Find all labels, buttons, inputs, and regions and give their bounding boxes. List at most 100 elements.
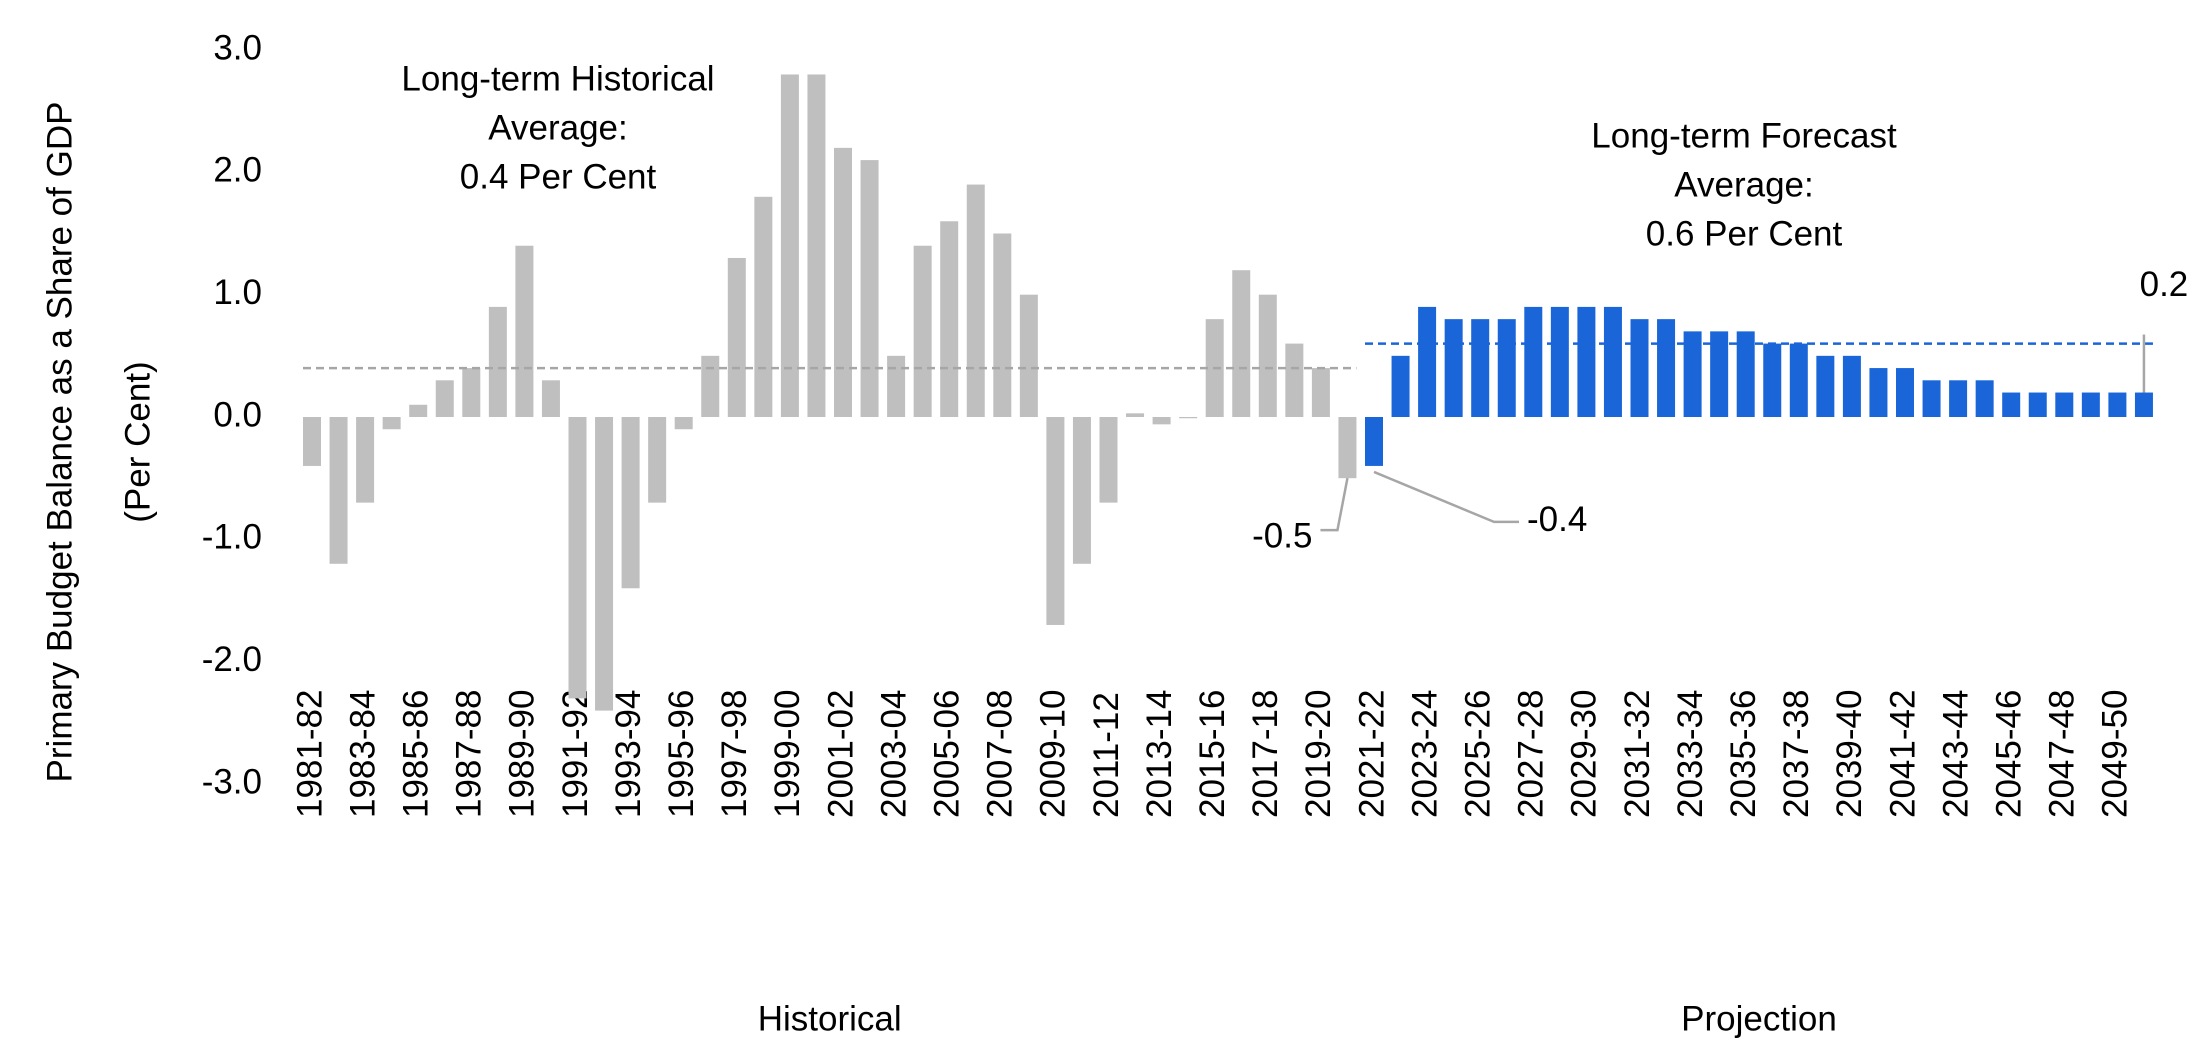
y-tick-label: 2.0 [213,151,262,190]
x-tick-label: 2005-06 [927,690,966,818]
y-tick-label: -1.0 [202,518,262,557]
group-label: Projection [1681,999,1837,1038]
x-tick-label: 1985-86 [396,690,435,818]
average-annotation: 0.6 Per Cent [1646,214,1843,253]
bar [356,417,375,503]
bar [1099,417,1118,503]
bar [860,160,879,417]
x-tick-label: 2003-04 [874,690,913,818]
x-tick-label-group: 2049-50 [2096,690,2135,818]
x-tick-label: 2009-10 [1034,690,1073,818]
bar [1763,343,1782,417]
x-tick-label: 2015-16 [1193,690,1232,818]
x-tick-label-group: 2045-46 [1989,690,2028,818]
x-tick-label-group: 1983-84 [343,690,382,818]
y-tick-label: 0.0 [213,395,262,434]
x-tick-label: 1997-98 [715,690,754,818]
bar [1471,319,1490,417]
x-tick-label: 1993-94 [609,690,648,818]
x-tick-label: 2041-42 [1883,690,1922,818]
x-tick-label-group: 2027-28 [1512,690,1551,818]
bar [1603,306,1622,417]
x-tick-label: 2039-40 [1830,690,1869,818]
bar [2028,392,2047,417]
x-tick-label-group: 2039-40 [1830,690,1869,818]
bar [1019,294,1038,417]
bar [303,417,321,466]
bar [1577,306,1596,417]
x-tick-label: 2029-30 [1565,690,1604,818]
group-label: Historical [758,999,902,1038]
bar [1258,294,1277,417]
x-tick-label: 2033-34 [1671,690,1710,818]
bar [1232,270,1251,417]
x-tick-label-group: 2037-38 [1777,690,1816,818]
y-axis-title: Primary Budget Balance as a Share of GDP… [40,102,157,783]
bar [754,196,773,417]
bar [515,245,534,417]
bar [1816,355,1835,417]
bar [648,417,667,503]
x-tick-label-group: 2047-48 [2043,690,2082,818]
bar [1789,343,1808,417]
bar [1630,319,1649,417]
bar [1896,368,1914,417]
x-tick-label: 1991-92 [556,690,595,818]
x-tick-label: 2021-22 [1352,690,1391,818]
bar [913,245,932,417]
bar [2134,392,2153,417]
x-tick-label-group: 2007-08 [981,690,1020,818]
x-tick-label-group: 1995-96 [662,690,701,818]
x-tick-label-group: 2025-26 [1458,690,1497,818]
bar [1179,417,1198,419]
x-tick-label-group: 1981-82 [290,690,329,818]
bar [940,221,959,417]
x-tick-label: 2045-46 [1989,690,2028,818]
x-tick-label-group: 2023-24 [1405,690,1444,818]
x-tick-label: 1983-84 [343,690,382,818]
bar [1524,306,1543,417]
bar [1550,306,1569,417]
bar [1736,331,1755,417]
bar [1391,355,1410,417]
x-tick-label-group: 2033-34 [1671,690,1710,818]
x-tick-label: 2027-28 [1512,690,1551,818]
bar [1975,380,1994,417]
bar [568,417,587,699]
bar [1311,368,1330,417]
x-tick-label: 1987-88 [450,690,489,818]
x-tick-label: 1989-90 [503,690,542,818]
x-tick-label: 2025-26 [1458,690,1497,818]
bar [834,147,852,417]
y-tick-label: -3.0 [202,762,262,801]
bar [1444,319,1463,417]
x-tick-label-group: 1987-88 [450,690,489,818]
x-tick-label: 2031-32 [1618,690,1657,818]
y-axis-title-line: (Per Cent) [118,361,157,522]
bar [1126,413,1145,417]
bar [674,417,693,430]
value-label: -0.4 [1527,500,1587,539]
y-tick-label: 3.0 [213,28,262,67]
x-tick-label-group: 1997-98 [715,690,754,818]
x-tick-label: 2043-44 [1936,690,1975,818]
x-tick-label-group: 2015-16 [1193,690,1232,818]
bar [488,306,507,417]
bar [1949,380,1968,417]
value-label-leader [1320,477,1349,532]
x-tick-label: 2049-50 [2096,690,2135,818]
x-tick-label: 2047-48 [2043,690,2082,818]
x-tick-label-group: 1993-94 [609,690,648,818]
bar [462,368,481,417]
bar [1338,417,1357,479]
bar [621,417,640,589]
y-tick-label: 1.0 [213,273,262,312]
x-tick-label: 2011-12 [1087,692,1126,818]
x-tick-label-group: 2029-30 [1565,690,1604,818]
bar [1285,343,1304,417]
bar [1497,319,1516,417]
value-label: -0.5 [1252,516,1312,555]
x-tick-label-group: 2031-32 [1618,690,1657,818]
x-tick-label: 2017-18 [1246,690,1285,818]
